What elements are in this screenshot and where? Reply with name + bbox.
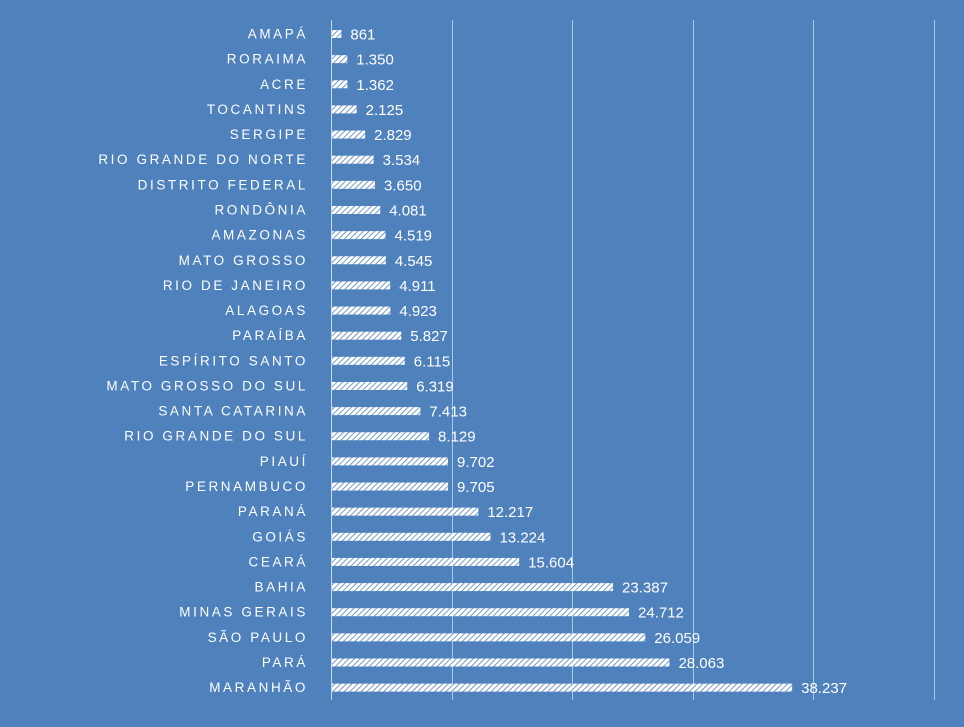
bars (332, 30, 793, 692)
bar (332, 231, 386, 240)
bar (332, 55, 348, 64)
category-label: ALAGOAS (225, 303, 308, 318)
value-label: 861 (350, 27, 375, 44)
category-label: SÃO PAULO (208, 630, 308, 645)
value-labels: 861 1.350 1.362 2.125 2.829 3.534 3.650 4.081 4.… (350, 27, 847, 698)
category-label: RONDÔNIA (214, 202, 308, 217)
value-label: 5.827 (410, 328, 448, 345)
value-label: 1.362 (356, 77, 394, 94)
category-label: DISTRITO FEDERAL (138, 177, 308, 192)
category-label: RORAIMA (227, 52, 308, 67)
category-label: ESPÍRITO SANTO (159, 353, 308, 368)
value-label: 3.650 (384, 177, 422, 194)
category-label: AMAZONAS (211, 228, 308, 243)
bar (332, 658, 670, 667)
bar (332, 80, 348, 89)
bar (332, 130, 366, 139)
category-label: GOIÁS (252, 529, 308, 544)
bar (332, 155, 374, 164)
bar (332, 557, 520, 566)
value-label: 6.115 (414, 353, 450, 370)
category-label: ACRE (260, 77, 308, 92)
value-label: 4.545 (395, 253, 433, 270)
bar (332, 583, 614, 592)
bar (332, 457, 449, 466)
value-label: 7.413 (429, 404, 467, 421)
value-label: 13.224 (499, 529, 545, 546)
value-label: 2.125 (366, 102, 404, 119)
bar (332, 180, 376, 189)
category-label: PARÁ (262, 655, 308, 670)
value-label: 28.063 (678, 655, 724, 672)
value-label: 23.387 (622, 580, 668, 597)
value-label: 4.923 (399, 303, 437, 320)
category-label: RIO DE JANEIRO (163, 278, 308, 293)
value-label: 3.534 (383, 152, 421, 169)
value-label: 9.702 (457, 454, 495, 471)
value-label: 4.911 (399, 278, 435, 295)
bar (332, 608, 630, 617)
category-label: MINAS GERAIS (179, 605, 308, 620)
category-label: MATO GROSSO (179, 253, 308, 268)
value-label: 15.604 (528, 554, 574, 571)
bar (332, 532, 491, 541)
category-label: BAHIA (254, 580, 308, 595)
bar (332, 482, 449, 491)
bar (332, 306, 391, 315)
value-label: 1.350 (356, 52, 394, 69)
category-label: TOCANTINS (207, 102, 308, 117)
bar (332, 281, 391, 290)
bar (332, 432, 430, 441)
bar (332, 30, 342, 38)
value-label: 26.059 (654, 630, 700, 647)
bar (332, 633, 646, 642)
category-labels: AMAPÁ RORAIMA ACRE TOCANTINS SERGIPE RIO GRAN… (98, 27, 308, 696)
bar (332, 381, 408, 390)
category-label: PERNAMBUCO (185, 479, 308, 494)
bar (332, 356, 405, 365)
value-label: 8.129 (438, 429, 476, 446)
gridlines (331, 20, 935, 700)
category-label: PARAÍBA (232, 328, 308, 343)
category-label: SERGIPE (230, 127, 308, 142)
category-label: CEARÁ (248, 554, 308, 569)
bar (332, 331, 402, 340)
value-label: 9.705 (457, 479, 495, 496)
value-label: 38.237 (801, 680, 847, 697)
category-label: PARANÁ (238, 504, 308, 519)
category-label: SANTA CATARINA (158, 404, 308, 419)
bar (332, 683, 793, 692)
category-label: MATO GROSSO DO SUL (106, 378, 308, 393)
bar (332, 105, 357, 114)
bar (332, 407, 421, 416)
bar (332, 507, 479, 516)
category-label: MARANHÃO (209, 680, 308, 695)
value-label: 4.519 (394, 228, 432, 245)
value-label: 12.217 (487, 504, 533, 521)
value-label: 4.081 (389, 202, 427, 219)
bar (332, 205, 381, 214)
category-label: RIO GRANDE DO SUL (124, 429, 308, 444)
category-label: AMAPÁ (248, 27, 308, 42)
value-label: 6.319 (416, 378, 454, 395)
category-label: RIO GRANDE DO NORTE (98, 152, 308, 167)
bar (332, 256, 386, 265)
value-label: 2.829 (374, 127, 412, 144)
category-label: PIAUÍ (260, 454, 308, 469)
value-label: 24.712 (638, 605, 684, 622)
